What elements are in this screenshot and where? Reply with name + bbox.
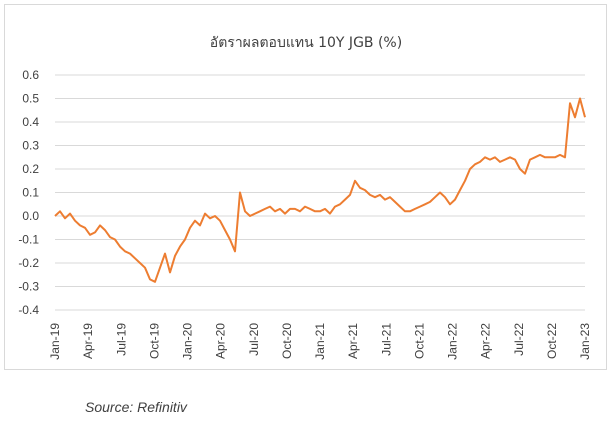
x-tick-label: Oct-20 [280, 323, 294, 359]
x-tick-label: Apr-21 [346, 323, 360, 359]
y-tick-label: 0.2 [22, 162, 39, 176]
x-axis: Jan-19 Apr-19 Jul-19 Oct-19 Jan-20 Apr-20 Jul-… [48, 323, 592, 360]
x-tick-label: Apr-19 [81, 323, 95, 359]
source-note: Source: Refinitiv [85, 399, 187, 415]
series-layer [54, 97, 586, 283]
gridlines [55, 74, 585, 311]
y-tick-label: -0.2 [18, 256, 39, 270]
x-tick-label: Oct-21 [412, 323, 426, 359]
x-tick-label: Jul-20 [247, 323, 261, 356]
x-tick-label: Jul-19 [114, 323, 128, 356]
y-tick-label: -0.4 [18, 303, 39, 317]
x-tick-label: Apr-22 [479, 323, 493, 359]
y-axis: 0.6 0.5 0.4 0.3 0.2 0.1 0.0 -0.1 -0.2 -0.3 -0.4 [18, 68, 39, 317]
chart-area: อัตราผลตอบแทน 10Y JGB (%) 0.6 0.5 0.4 0.3 0.… [4, 4, 607, 370]
x-tick-label: Jan-21 [313, 323, 327, 360]
y-tick-label: 0.6 [22, 68, 39, 82]
chart-title: อัตราผลตอบแทน 10Y JGB (%) [210, 35, 402, 51]
y-tick-label: 0.1 [22, 186, 39, 200]
x-tick-label: Jan-23 [578, 323, 592, 360]
y-tick-label: 0.4 [22, 115, 39, 129]
chart-svg: อัตราผลตอบแทน 10Y JGB (%) 0.60.50.40.30.… [18, 35, 592, 360]
x-tick-label: Jan-20 [181, 323, 195, 360]
y-tick-label: 0.3 [22, 139, 39, 153]
x-tick-label: Jan-22 [446, 323, 460, 360]
x-tick-label: Oct-22 [545, 323, 559, 359]
y-tick-label: -0.3 [18, 280, 39, 294]
y-tick-label: -0.1 [18, 233, 39, 247]
x-tick-label: Jan-19 [48, 323, 62, 360]
y-tick-label: 0.0 [22, 209, 39, 223]
x-tick-label: Jul-21 [379, 323, 393, 356]
y-tick-label: 0.5 [22, 92, 39, 106]
x-tick-label: Apr-20 [214, 323, 228, 359]
x-tick-label: Oct-19 [147, 323, 161, 359]
x-tick-label: Jul-22 [512, 323, 526, 356]
series-line [54, 97, 586, 283]
